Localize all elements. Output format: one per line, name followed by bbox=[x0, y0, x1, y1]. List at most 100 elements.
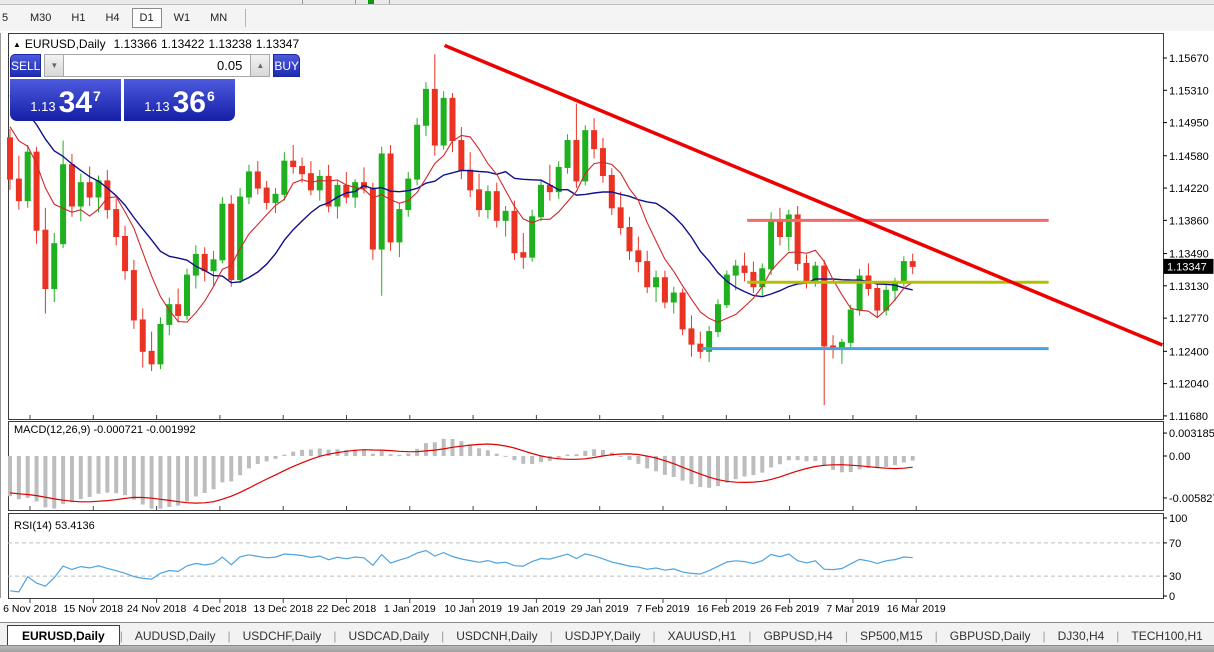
macd-bar bbox=[556, 456, 561, 459]
buy-button[interactable]: BUY bbox=[273, 54, 301, 77]
chevron-down-icon: ▼ bbox=[50, 61, 59, 70]
toolbar-separator bbox=[245, 9, 247, 27]
chart-tab-usdcad-daily[interactable]: USDCAD,Daily bbox=[348, 629, 430, 643]
timeframe-button-mn[interactable]: MN bbox=[210, 12, 228, 24]
price-tick-label: 1.13860 bbox=[1169, 215, 1209, 227]
ask-price-pip: 6 bbox=[206, 88, 215, 104]
macd-bar bbox=[149, 456, 154, 509]
ohlc-close: 1.13347 bbox=[255, 37, 300, 51]
drawn-objects bbox=[443, 43, 1164, 351]
macd-bar bbox=[468, 444, 473, 456]
macd-bar bbox=[618, 455, 623, 457]
macd-bar bbox=[822, 456, 827, 466]
macd-bar bbox=[202, 456, 207, 494]
chart-canvas[interactable]: 6 Nov 2018 15 Nov 2018 24 Nov 2018 4 Dec 20… bbox=[0, 31, 1214, 622]
timeframe-button-5[interactable]: 5 bbox=[2, 12, 9, 24]
chart-tab-usdchf-daily[interactable]: USDCHF,Daily bbox=[242, 629, 322, 643]
macd-bar bbox=[707, 456, 712, 488]
chart-tab-tech100-h1[interactable]: TECH100,H1 bbox=[1131, 629, 1203, 643]
macd-bar bbox=[477, 448, 482, 456]
macd-bar bbox=[282, 454, 287, 456]
date-label: 29 Jan 2019 bbox=[571, 603, 629, 615]
ask-price-main: 36 bbox=[172, 86, 206, 119]
macd-bar bbox=[565, 454, 570, 456]
macd-bar bbox=[25, 456, 30, 498]
symbol-marker-icon: ▲ bbox=[13, 40, 21, 49]
macd-bar bbox=[317, 448, 322, 456]
macd-bar bbox=[583, 450, 588, 456]
symbol-name: EURUSD,Daily bbox=[24, 37, 106, 51]
macd-bar bbox=[69, 456, 74, 503]
macd-bar bbox=[857, 456, 862, 470]
clipped-bottom-bar bbox=[0, 645, 1214, 652]
chart-tab-eurusd-daily[interactable]: EURUSD,Daily bbox=[7, 625, 120, 646]
chart-tab-audusd-daily[interactable]: AUDUSD,Daily bbox=[134, 629, 216, 643]
timeframe-button-d1[interactable]: D1 bbox=[131, 8, 162, 28]
macd-bar bbox=[724, 456, 729, 483]
timeframe-toolbar: 5 M30 H1 H4 D1 W1 MN bbox=[0, 5, 1214, 32]
one-click-trading-widget: SELL ▼ ▲ BUY 1.13347 1.13366 bbox=[10, 54, 301, 121]
price-tick-label: 1.14220 bbox=[1169, 183, 1209, 195]
timeframe-button-h1[interactable]: H1 bbox=[71, 12, 86, 24]
macd-bar bbox=[884, 456, 889, 467]
volume-input[interactable] bbox=[64, 54, 251, 77]
macd-bar bbox=[459, 441, 464, 456]
volume-decrease-button[interactable]: ▼ bbox=[44, 54, 65, 77]
macd-bar bbox=[176, 456, 181, 506]
macd-bar bbox=[671, 456, 676, 477]
chart-tab-gbpusd-h4[interactable]: GBPUSD,H4 bbox=[763, 629, 833, 643]
descending-trendline bbox=[443, 43, 1164, 347]
tab-divider: | bbox=[227, 629, 231, 643]
macd-bar bbox=[627, 456, 632, 460]
macd-bar bbox=[866, 456, 871, 469]
macd-bar bbox=[8, 456, 12, 497]
date-label: 1 Jan 2019 bbox=[384, 603, 436, 615]
timeframe-button-h4[interactable]: H4 bbox=[105, 12, 120, 24]
macd-bar bbox=[910, 456, 915, 461]
macd-bar bbox=[742, 456, 747, 477]
timeframe-button-w1[interactable]: W1 bbox=[173, 12, 191, 24]
macd-bar bbox=[388, 454, 393, 456]
chart-tab-sp500-m15[interactable]: SP500,M15 bbox=[859, 629, 923, 643]
macd-bar bbox=[848, 456, 853, 473]
macd-bar bbox=[769, 456, 774, 468]
chart-tab-gbpusd-daily[interactable]: GBPUSD,Daily bbox=[949, 629, 1031, 643]
macd-bar bbox=[530, 456, 535, 465]
chart-tab-xauusd-h1[interactable]: XAUUSD,H1 bbox=[667, 629, 737, 643]
chart-tab-bar: EURUSD,Daily | AUDUSD,Daily | USDCHF,Daily | U… bbox=[0, 622, 1214, 646]
price-tick-label: 1.14580 bbox=[1169, 151, 1209, 163]
macd-bar bbox=[893, 456, 897, 466]
chart-tab-usdcnh-daily[interactable]: USDCNH,Daily bbox=[456, 629, 538, 643]
macd-bar bbox=[813, 456, 818, 462]
price-tick-label: 1.12400 bbox=[1169, 346, 1209, 358]
macd-bar bbox=[105, 456, 110, 493]
macd-bar bbox=[273, 456, 278, 459]
timeframe-button-m30[interactable]: M30 bbox=[30, 12, 52, 24]
bid-price-button[interactable]: 1.13 34 7 bbox=[10, 79, 121, 121]
date-label: 16 Mar 2019 bbox=[887, 603, 946, 615]
macd-bar bbox=[264, 456, 269, 462]
macd-bar bbox=[600, 449, 605, 456]
chart-tab-dj30-h4[interactable]: DJ30,H4 bbox=[1057, 629, 1105, 643]
macd-tick-label: 0.003185 bbox=[1169, 428, 1214, 440]
rsi-panel bbox=[8, 542, 1163, 593]
date-label: 15 Nov 2018 bbox=[64, 603, 124, 615]
price-axis: 1.15670 1.15310 1.14950 1.14580 1.14220 1.138… bbox=[1163, 53, 1214, 603]
macd-signal-line bbox=[9, 443, 913, 504]
current-price-label: 1.13347 bbox=[1167, 261, 1207, 273]
sell-button[interactable]: SELL bbox=[10, 54, 42, 77]
macd-bar bbox=[140, 456, 145, 505]
ask-price-prefix: 1.13 bbox=[144, 99, 170, 114]
macd-bar bbox=[574, 454, 579, 456]
macd-bar bbox=[211, 456, 216, 490]
price-tick-label: 1.14950 bbox=[1169, 118, 1209, 130]
volume-increase-button[interactable]: ▲ bbox=[250, 54, 271, 77]
macd-bar bbox=[34, 456, 39, 502]
ma-slow-line bbox=[9, 94, 913, 298]
date-label: 7 Feb 2019 bbox=[636, 603, 689, 615]
tab-divider: | bbox=[934, 629, 938, 643]
macd-bar bbox=[777, 456, 782, 465]
macd-bar bbox=[680, 456, 685, 481]
ask-price-button[interactable]: 1.13 36 6 bbox=[124, 79, 235, 121]
chart-tab-usdjpy-daily[interactable]: USDJPY,Daily bbox=[564, 629, 641, 643]
